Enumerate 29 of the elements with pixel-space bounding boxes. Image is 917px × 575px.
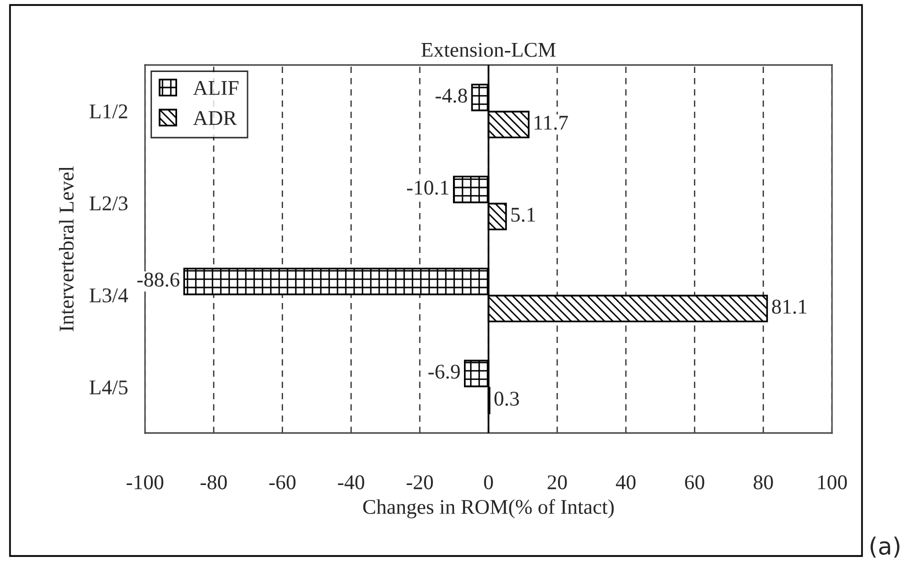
x-tick-label: 60	[685, 475, 704, 490]
data-label: 11.7	[534, 116, 568, 130]
data-label: 81.1	[772, 300, 806, 314]
x-tick-label: 20	[548, 475, 567, 490]
text: (a)	[870, 536, 900, 558]
x-tick-label: -40	[338, 475, 364, 490]
data-label: -6.9	[428, 364, 460, 379]
y-tick-label: L4/5	[90, 380, 128, 394]
chart-title: Extension-LCM	[421, 42, 556, 57]
y-axis-title: Intervertebral Level	[58, 166, 74, 332]
x-tick-label: -60	[269, 475, 296, 490]
x-tick-label: 0	[484, 475, 493, 490]
data-label: -10.1	[407, 180, 448, 195]
data-label: -88.6	[137, 272, 180, 287]
x-tick-label: -80	[200, 475, 227, 490]
y-tick-label: L2/3	[90, 196, 128, 210]
x-tick-label: -100	[126, 475, 164, 490]
legend-label: ALIF	[193, 81, 238, 95]
y-tick-label: L3/4	[90, 288, 128, 302]
data-label: -4.8	[436, 88, 468, 103]
x-tick-label: 80	[754, 475, 773, 490]
data-label: 5.1	[511, 208, 535, 222]
x-tick-label: -20	[406, 475, 433, 490]
x-axis-title: Changes in ROM(% of Intact)	[363, 499, 614, 518]
y-tick-label: L1/2	[90, 104, 128, 118]
data-label: 0.3	[494, 392, 519, 406]
legend-label: ADR	[193, 111, 237, 125]
x-tick-label: 100	[818, 475, 847, 490]
x-tick-label: 40	[616, 475, 636, 490]
